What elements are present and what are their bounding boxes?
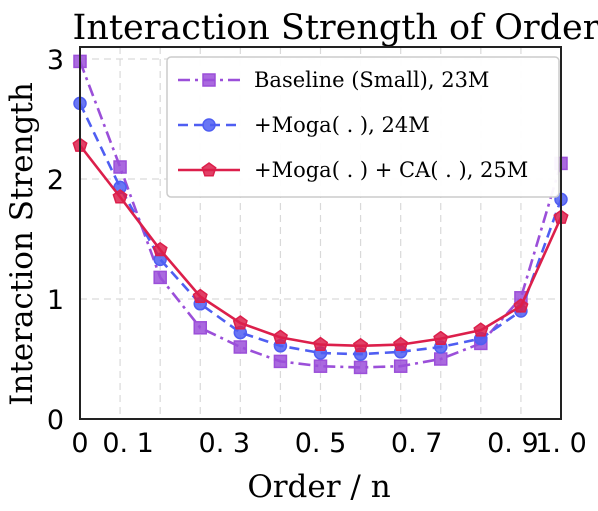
data-point: [353, 337, 369, 353]
data-point: [312, 336, 329, 352]
data-point: [433, 330, 449, 346]
y-tick-label: 1: [47, 285, 64, 316]
legend-label: +Moga( . ) + CA( . ), 25M: [254, 158, 528, 182]
legend-item: +Moga( . ) + CA( . ), 25M: [178, 158, 528, 182]
data-point: [233, 340, 248, 354]
legend-marker: [202, 118, 216, 132]
data-point: [513, 298, 529, 313]
data-point: [273, 354, 288, 369]
data-point: [313, 359, 328, 373]
legend-marker: [202, 73, 216, 87]
data-point: [393, 359, 408, 373]
data-point: [192, 288, 208, 304]
data-point: [112, 189, 128, 204]
data-point: [353, 360, 368, 375]
y-tick-label: 3: [47, 45, 64, 76]
x-tick-label: 0: [71, 428, 88, 459]
data-point: [232, 315, 248, 330]
x-tick-labels: 0 0. 1 0. 3 0. 5 0. 7 0. 91. 0: [71, 428, 586, 459]
y-tick-labels: 0 1 2 3: [47, 45, 64, 436]
x-tick-label: 0. 3: [199, 428, 251, 459]
legend-item: +Moga( . ), 24M: [178, 113, 430, 137]
chart-title: Interaction Strength of Order: [73, 8, 598, 48]
data-point: [113, 160, 127, 174]
x-axis-label: Order / n: [247, 469, 390, 505]
plot-frame: [79, 46, 562, 420]
data-point: [473, 322, 489, 337]
y-axis-label: Interaction Strength: [4, 82, 40, 406]
legend-label: Baseline (Small), 23M: [254, 68, 489, 92]
legend: Baseline (Small), 23M +Moga( . ), 24M +Mog…: [166, 56, 560, 198]
x-tick-label: 0. 1: [102, 428, 154, 459]
legend-item: Baseline (Small), 23M: [178, 68, 489, 92]
data-point: [153, 270, 167, 285]
x-tick-label: 0. 7: [391, 428, 443, 459]
series-group: [72, 54, 569, 375]
legend-marker: [201, 162, 217, 177]
legend-label: +Moga( . ), 24M: [254, 113, 430, 137]
data-point: [193, 321, 207, 335]
x-tick-label: 0. 9: [487, 428, 539, 459]
data-point: [434, 352, 448, 366]
x-tick-label: 1. 0: [535, 428, 587, 459]
data-point: [152, 241, 168, 257]
data-point: [393, 336, 409, 352]
y-tick-label: 2: [47, 165, 64, 196]
legend-box: [166, 56, 560, 198]
data-point: [272, 329, 288, 344]
y-tick-label: 0: [47, 405, 64, 436]
x-tick-label: 0. 5: [295, 428, 347, 459]
